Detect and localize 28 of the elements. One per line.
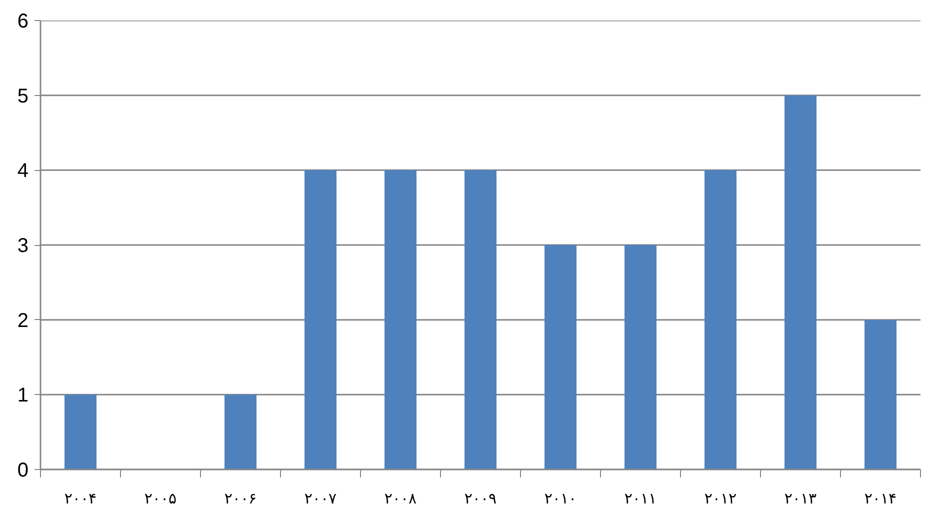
bar	[224, 394, 256, 470]
y-tick-label: 2	[17, 310, 28, 332]
x-tick-label: ۲۰۰۸	[384, 490, 417, 508]
bar	[864, 320, 896, 470]
y-tick-label: 6	[17, 10, 28, 32]
y-tick-label: 0	[17, 460, 28, 482]
bar	[384, 170, 416, 470]
x-tick-label: ۲۰۱۲	[704, 490, 737, 508]
bar	[624, 245, 656, 470]
y-tick-label: 5	[17, 85, 28, 108]
y-tick-label: 4	[17, 160, 28, 182]
x-tick-label: ۲۰۰۹	[464, 490, 497, 508]
y-tick-label: 1	[17, 384, 28, 407]
x-tick-label: ۲۰۰۵	[144, 490, 177, 508]
y-tick-label: 3	[17, 235, 28, 257]
x-tick-label: ۲۰۰۷	[304, 490, 337, 508]
bar	[464, 170, 496, 470]
x-tick-label: ۲۰۰۶	[224, 490, 257, 508]
x-tick-label: ۲۰۰۴	[64, 490, 97, 508]
bar	[64, 394, 96, 470]
x-tick-label: ۲۰۱۰	[544, 490, 577, 508]
x-tick-label: ۲۰۱۱	[624, 490, 657, 508]
x-tick-label: ۲۰۱۳	[784, 490, 817, 508]
bar	[544, 245, 576, 470]
bar	[784, 95, 816, 470]
x-tick-label: ۲۰۱۴	[864, 490, 897, 508]
bar	[704, 170, 736, 470]
bar	[304, 170, 336, 470]
